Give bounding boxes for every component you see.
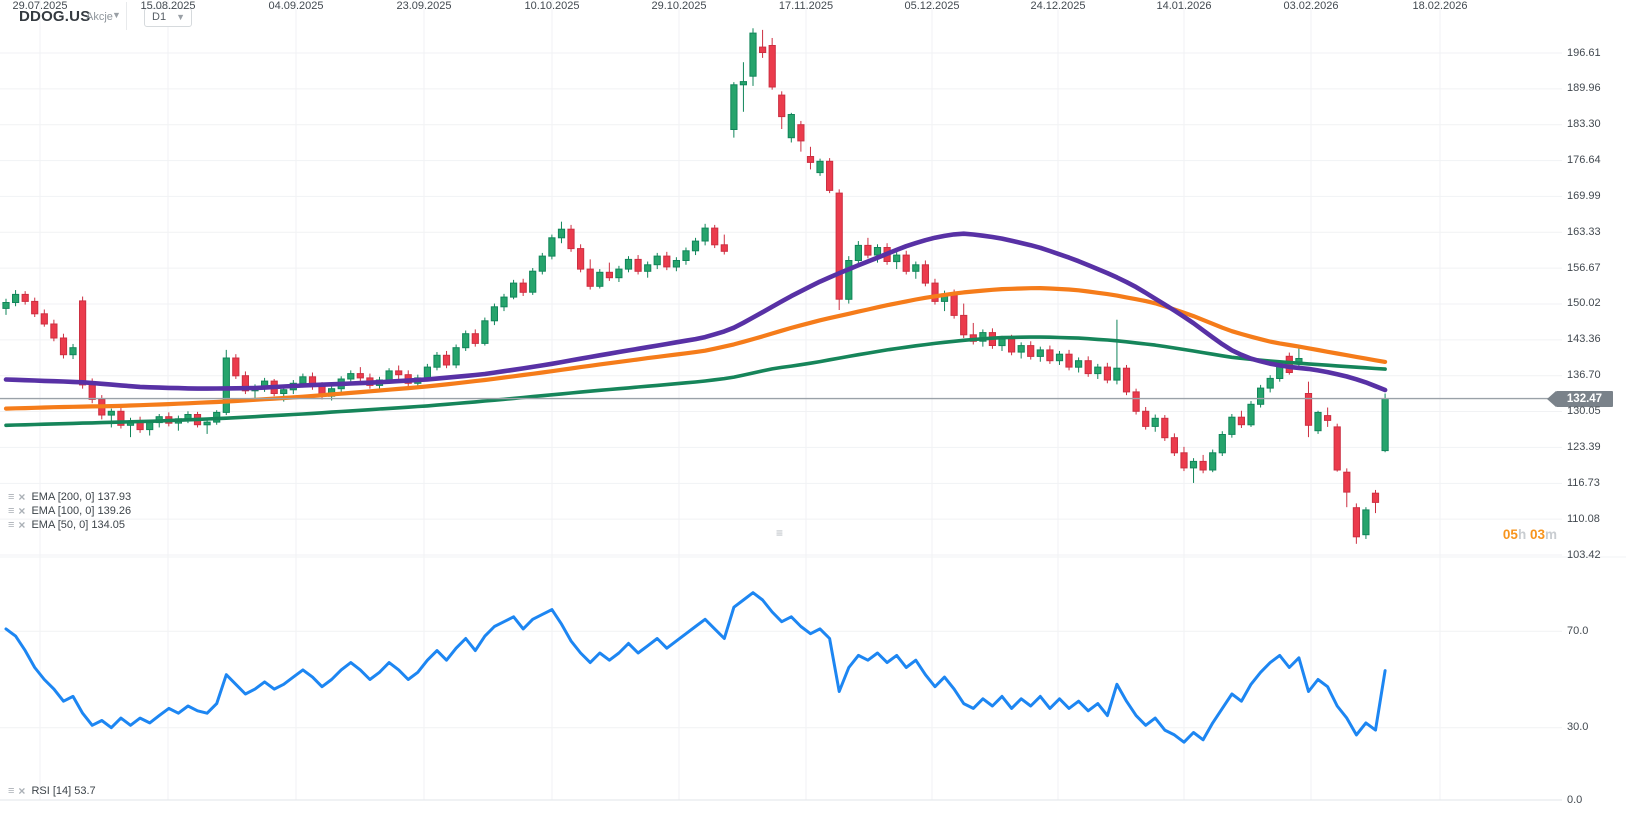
price-tick-label: 116.73: [1567, 476, 1600, 489]
ema-100-legend: ≡ × EMA [100, 0] 139.26: [8, 504, 131, 518]
rsi-tick-label: 70.0: [1567, 624, 1589, 637]
timeframe-value: D1: [152, 11, 167, 23]
close-icon[interactable]: ×: [18, 490, 26, 504]
date-tick-label: 29.07.2025: [12, 0, 68, 12]
date-tick-label: 17.11.2025: [778, 0, 834, 12]
header-divider: [126, 2, 127, 30]
rsi-legend-label: RSI [14] 53.7: [31, 785, 96, 797]
close-icon[interactable]: ×: [18, 518, 26, 532]
ema-50-legend-label: EMA [50, 0] 134.05: [31, 519, 126, 531]
date-tick-label: 15.08.2025: [140, 0, 196, 12]
date-tick-label: 05.12.2025: [904, 0, 960, 12]
date-tick-label: 10.10.2025: [524, 0, 580, 12]
price-tick-label: 136.70: [1567, 369, 1601, 382]
date-tick-label: 29.10.2025: [651, 0, 707, 12]
chevron-down-icon: ▼: [176, 12, 185, 22]
price-tick-label: 163.33: [1567, 225, 1601, 238]
close-icon[interactable]: ×: [18, 504, 26, 518]
price-tick-label: 130.05: [1567, 405, 1601, 418]
price-tick-label: 196.61: [1567, 46, 1601, 59]
price-tick-label: 123.39: [1567, 440, 1601, 453]
date-tick-label: 04.09.2025: [268, 0, 324, 12]
indicator-settings-icon[interactable]: ≡: [8, 519, 15, 531]
price-tick-label: 143.36: [1567, 333, 1601, 346]
indicator-settings-icon[interactable]: ≡: [8, 785, 15, 797]
date-tick-label: 03.02.2026: [1283, 0, 1339, 12]
chevron-down-icon[interactable]: ▼: [112, 10, 121, 20]
price-tick-label: 183.30: [1567, 118, 1601, 131]
rsi-tick-label: 30.0: [1567, 721, 1589, 734]
symbol-title[interactable]: DDOG.US: [19, 8, 91, 25]
current-price-tag: 132.47: [1547, 391, 1613, 407]
countdown-minutes: 03: [1529, 527, 1545, 542]
rsi-legend: ≡ × RSI [14] 53.7: [8, 784, 96, 798]
indicator-settings-icon[interactable]: ≡: [8, 505, 15, 517]
timeframe-dropdown[interactable]: D1 ▼: [144, 8, 192, 27]
price-tick-label: 156.67: [1567, 261, 1601, 274]
countdown-hours: 05: [1502, 527, 1518, 542]
ema-100-legend-label: EMA [100, 0] 139.26: [31, 505, 132, 517]
date-tick-label: 18.02.2026: [1412, 0, 1468, 12]
price-tick-label: 176.64: [1567, 154, 1601, 167]
rsi-tick-label: 0.0: [1567, 793, 1583, 806]
ema-50-legend: ≡ × EMA [50, 0] 134.05: [8, 518, 125, 532]
instrument-type-label: Akcje: [86, 11, 113, 23]
panel-resize-handle[interactable]: ≡: [776, 526, 784, 540]
indicator-settings-icon[interactable]: ≡: [8, 491, 15, 503]
close-icon[interactable]: ×: [18, 784, 26, 798]
date-tick-label: 14.01.2026: [1156, 0, 1212, 12]
date-tick-label: 23.09.2025: [396, 0, 452, 12]
price-tick-label: 103.42: [1567, 548, 1601, 561]
date-tick-label: 24.12.2025: [1030, 0, 1086, 12]
price-tick-label: 189.96: [1567, 82, 1601, 95]
price-tick-label: 110.08: [1567, 512, 1600, 525]
price-tick-label: 169.99: [1567, 189, 1601, 202]
price-tick-label: 150.02: [1567, 297, 1601, 310]
countdown-minutes-unit: m: [1544, 527, 1557, 542]
countdown-hours-unit: h: [1517, 527, 1527, 542]
ema-200-legend-label: EMA [200, 0] 137.93: [31, 491, 132, 503]
session-countdown: 05h 03m: [1467, 527, 1557, 542]
ema-200-legend: ≡ × EMA [200, 0] 137.93: [8, 490, 131, 504]
